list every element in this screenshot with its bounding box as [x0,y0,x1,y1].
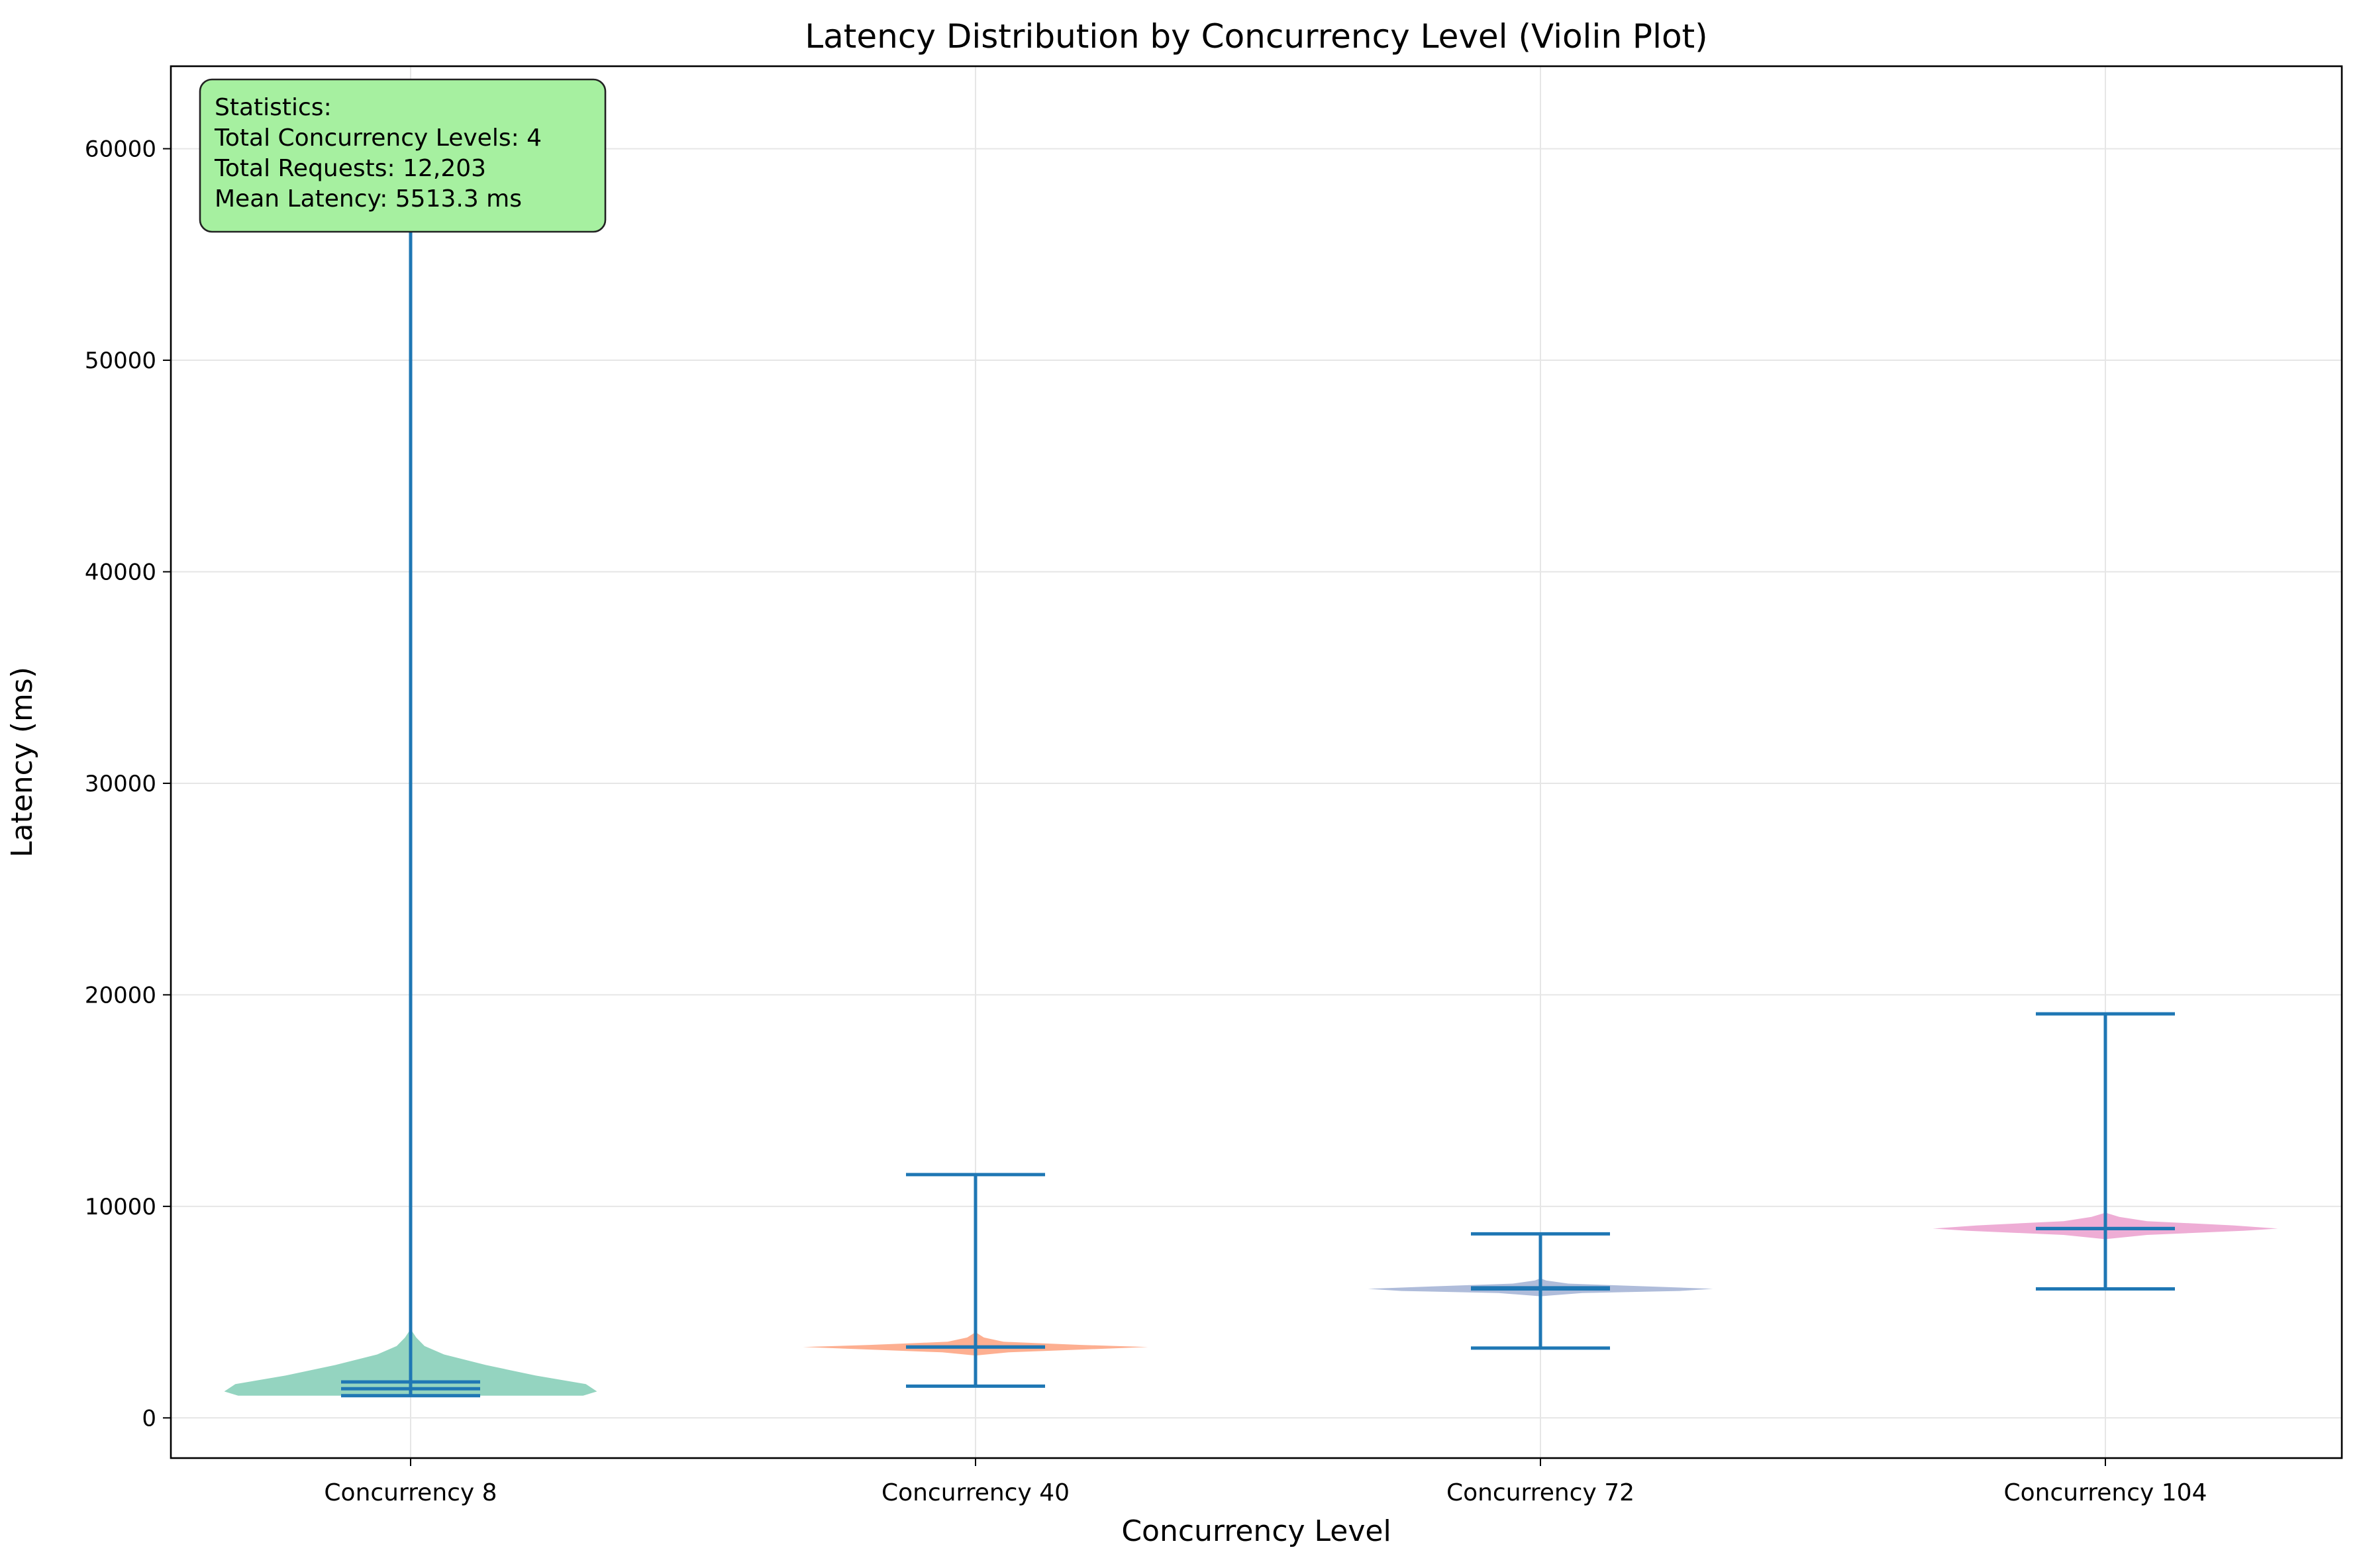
x-tick-label: Concurrency 8 [324,1479,497,1506]
statistics-line: Mean Latency: 5513.3 ms [215,185,522,213]
x-tick-label: Concurrency 40 [881,1479,1070,1506]
statistics-line: Total Requests: 12,203 [214,155,486,182]
y-tick-label: 10000 [85,1194,156,1220]
y-tick-label: 60000 [85,136,156,163]
y-tick-label: 0 [142,1405,156,1432]
y-axis-ticks: 0 10000 20000 30000 40000 50000 60000 [85,136,171,1432]
x-tick-label: Concurrency 72 [1446,1479,1634,1506]
y-axis-label: Latency (ms) [5,667,39,858]
statistics-line: Total Concurrency Levels: 4 [214,124,542,152]
statistics-box-background [199,78,607,233]
x-axis-label: Concurrency Level [1121,1514,1391,1548]
x-axis-ticks: Concurrency 8 Concurrency 40 Concurrency 7… [324,1458,2207,1506]
y-tick-label: 20000 [85,982,156,1008]
x-tick-label: Concurrency 104 [2004,1479,2207,1506]
plot-frame [170,65,2343,1459]
statistics-box: Statistics: Total Concurrency Levels: 4 … [199,78,607,233]
statistics-line: Statistics: [215,94,332,121]
y-tick-label: 40000 [85,559,156,585]
y-tick-label: 30000 [85,771,156,797]
violin-lines [341,130,2175,1398]
chart-title: Latency Distribution by Concurrency Leve… [805,17,1707,56]
y-tick-label: 50000 [85,348,156,374]
